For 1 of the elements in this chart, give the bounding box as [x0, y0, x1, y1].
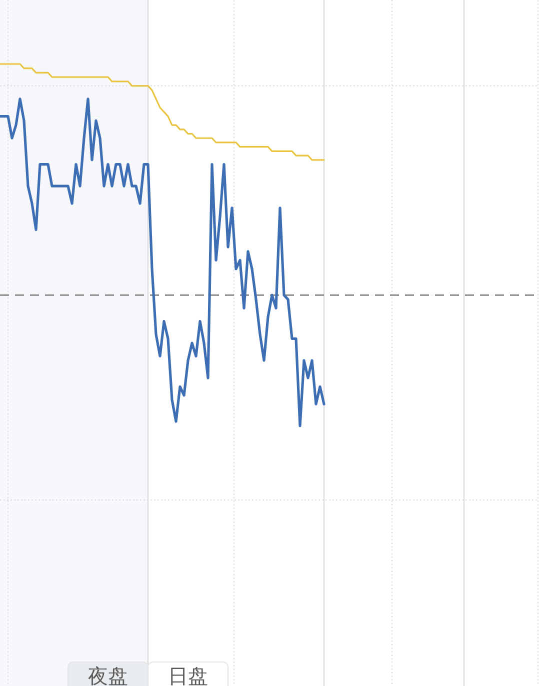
tabs: 夜盘 日盘 [68, 662, 228, 686]
